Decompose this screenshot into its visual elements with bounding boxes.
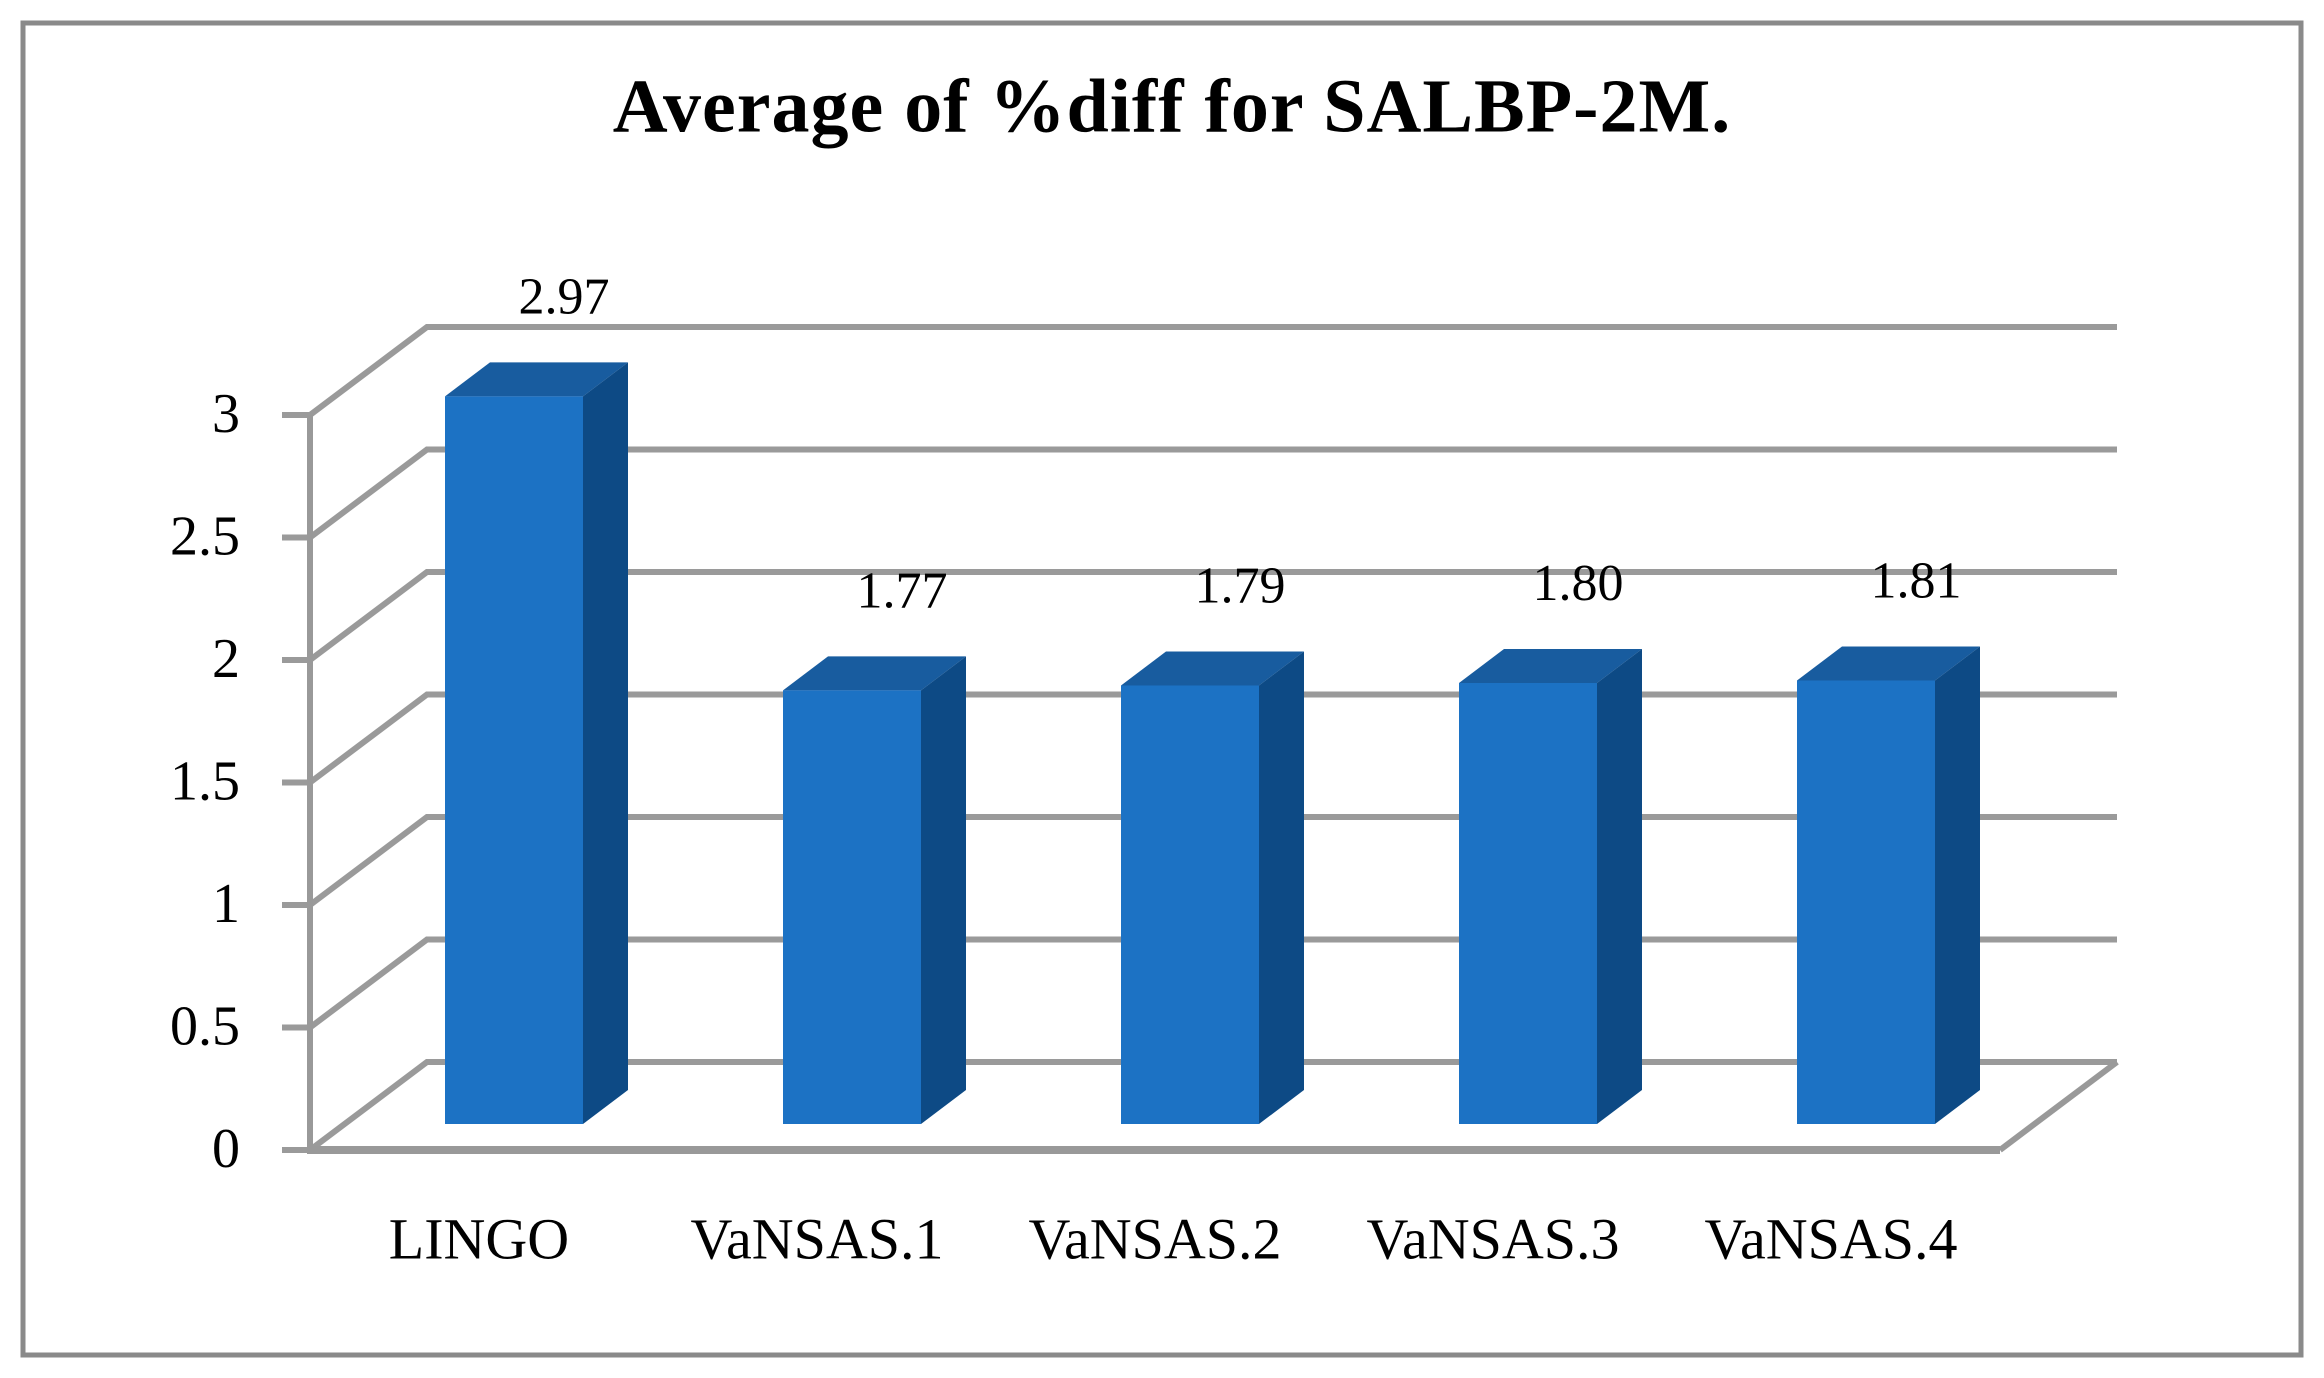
bar-side-face — [1259, 651, 1304, 1124]
bar-data-label: 1.77 — [857, 562, 948, 619]
bar-top-face — [783, 656, 966, 691]
y-axis-tick-label: 1 — [212, 873, 240, 935]
bar-front-face — [1121, 685, 1259, 1124]
y-axis-tick-label: 2 — [212, 628, 240, 690]
x-axis-category-label: VaNSAS.3 — [1367, 1206, 1620, 1271]
y-axis-tick-label: 0 — [212, 1118, 240, 1180]
bar-top-face — [1121, 651, 1304, 686]
x-axis-category-label: VaNSAS.2 — [1029, 1206, 1282, 1271]
bar-data-label: 1.80 — [1533, 555, 1624, 612]
plot-area: 0 0.5 1 1.5 2 2.5 3 2.97 1.77 1.79 1.80 1.81 LINGO Va… — [170, 268, 2119, 1271]
bar-VaNSAS.1: 1.77 — [783, 562, 966, 1124]
bar-VaNSAS.4: 1.81 — [1797, 552, 1980, 1124]
gridline — [282, 446, 2117, 541]
bar-data-label: 1.81 — [1871, 552, 1962, 609]
x-axis-category-label: VaNSAS.1 — [691, 1206, 944, 1271]
bar-front-face — [1459, 683, 1597, 1124]
figure-border — [20, 20, 2304, 1358]
x-axis-category-label: LINGO — [389, 1206, 569, 1271]
bar-top-face — [445, 362, 628, 397]
bar-side-face — [1935, 646, 1980, 1124]
bar-top-face — [1459, 649, 1642, 683]
bar-data-label: 2.97 — [519, 268, 610, 325]
bar-top-face — [1797, 646, 1980, 681]
category-labels: LINGO VaNSAS.1 VaNSAS.2 VaNSAS.3 VaNSAS.4 — [389, 1206, 1958, 1271]
axes — [307, 415, 2119, 1154]
y-axis-tick-label: 3 — [212, 383, 240, 445]
gridline — [282, 569, 2117, 663]
bar-side-face — [1597, 649, 1642, 1124]
bar-side-face — [583, 362, 628, 1125]
bar-VaNSAS.3: 1.80 — [1459, 555, 1642, 1124]
chart-title: Average of %diff for SALBP-2M. — [613, 64, 1731, 148]
bar-LINGO: 2.97 — [445, 268, 628, 1125]
bar-side-face — [921, 656, 966, 1124]
gridline — [282, 324, 2117, 418]
x-axis-category-label: VaNSAS.4 — [1705, 1206, 1958, 1271]
y-axis-tick-label: 2.5 — [170, 505, 240, 567]
y-axis-tick-label: 1.5 — [170, 750, 240, 812]
floor-right-edge — [1998, 1059, 2119, 1153]
bar-VaNSAS.2: 1.79 — [1121, 557, 1304, 1124]
bar-front-face — [445, 396, 583, 1125]
y-axis-tick-label: 0.5 — [170, 995, 240, 1057]
bars: 2.97 1.77 1.79 1.80 1.81 — [445, 268, 1980, 1125]
bar-front-face — [1797, 680, 1935, 1124]
bar-data-label: 1.79 — [1195, 557, 1286, 614]
bar-front-face — [783, 690, 921, 1124]
